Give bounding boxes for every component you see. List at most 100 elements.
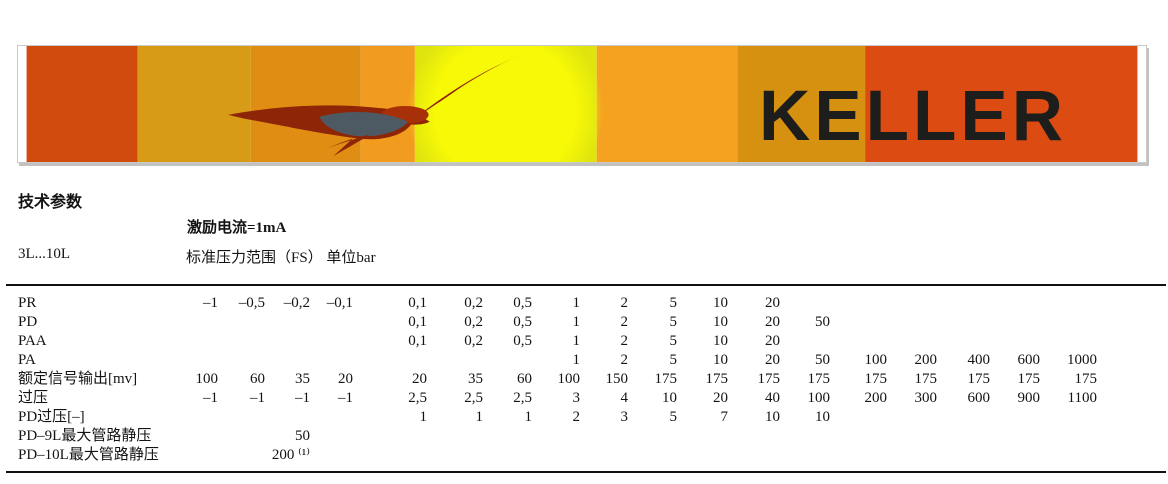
table-cell: 900 [1017,390,1041,406]
model-range-label: 3L...10L [18,246,71,262]
table-cell [836,294,893,313]
table-cell: 35 [468,371,483,387]
section-title: 技术参数 [18,194,83,211]
table-cell: 4 [620,390,629,406]
table-cell [943,294,996,313]
table-cell [224,408,271,427]
table-cell: 2 [620,352,629,368]
table-cell [634,446,683,465]
table-cell [683,427,734,446]
table-cell: 50 [815,352,830,368]
table-cell: –1 [203,295,218,311]
table-cell [1046,313,1103,332]
row-label: PD过压[–] [18,409,85,425]
table-row: 额定信号输出[mv] 100 60 35 20 20 35 60 100 150 175 175 175… [18,370,1103,389]
table-cell [190,313,224,332]
table-cell: 0,1 [408,295,427,311]
banner-band [250,46,361,162]
table-cell [996,332,1046,351]
table-cell [224,351,271,370]
table-cell: –1 [295,390,310,406]
table-cell [893,294,943,313]
table-cell: 400 [967,352,991,368]
table-row: PAA 0,1 0,2 0,5 1 2 5 10 20 [18,332,1103,351]
table-cell: 10 [713,333,728,349]
table-cell: 2 [620,333,629,349]
table-row: PD过压[–] 1 1 1 2 3 5 7 10 10 [18,408,1103,427]
table-cell [538,427,586,446]
table-cell [836,332,893,351]
table-cell: 20 [765,352,780,368]
table-cell: 3 [572,390,581,406]
table-cell [943,313,996,332]
table-cell: 10 [713,352,728,368]
table-cell: 2 [620,314,629,330]
table-cell [433,351,489,370]
row-label: PR [18,295,37,311]
spec-table: PR –1 –0,5 –0,2 –0,1 0,1 0,2 0,5 1 2 5 10 20 PD 0,1 0,2… [18,294,1103,465]
table-cell: 100 [807,390,831,406]
table-cell: 175 [807,371,831,387]
table-cell: 0,5 [513,333,532,349]
table-cell: 20 [765,333,780,349]
table-cell [734,446,786,465]
sunrise-artwork [26,46,1138,162]
row-label: PD [18,314,38,330]
table-cell: 60 [517,371,532,387]
table-cell [316,351,359,370]
table-row: PD–10L最大管路静压 200 ⁽¹⁾ [18,446,1103,465]
sun-icon [407,46,604,162]
row-label: PD–9L最大管路静压 [18,428,152,444]
table-cell: 600 [967,390,991,406]
table-cell [190,446,224,465]
table-cell: 1100 [1067,390,1097,406]
table-cell: 175 [914,371,938,387]
table-cell [683,446,734,465]
table-cell [996,313,1046,332]
table-cell: 35 [295,371,310,387]
table-row: PR –1 –0,5 –0,2 –0,1 0,1 0,2 0,5 1 2 5 10 20 [18,294,1103,313]
table-cell: 175 [654,371,678,387]
table-cell [836,408,893,427]
table-cell: 0,2 [464,314,483,330]
table-cell [893,332,943,351]
table-cell [433,427,489,446]
table-cell [996,408,1046,427]
row-label: PD–10L最大管路静压 [18,447,159,463]
table-cell [836,427,893,446]
table-cell [271,332,316,351]
table-cell [224,332,271,351]
table-row: PD 0,1 0,2 0,5 1 2 5 10 20 50 [18,313,1103,332]
table-cell: 1 [572,333,581,349]
table-cell: 175 [864,371,888,387]
table-cell [893,446,943,465]
table-cell [359,351,433,370]
table-cell [271,313,316,332]
table-cell: 600 [1017,352,1041,368]
table-cell: 1 [572,352,581,368]
table-cell: 150 [605,371,629,387]
table-cell [224,427,271,446]
table-cell [433,446,489,465]
row-label: 过压 [18,390,49,406]
table-cell [996,294,1046,313]
table-cell [538,446,586,465]
banner-band [26,46,138,162]
table-cell: 10 [815,409,830,425]
table-cell: 0,1 [408,333,427,349]
row-label: 额定信号输出[mv] [18,371,138,387]
table-cell: 100 [557,371,581,387]
table-cell: 1000 [1067,352,1097,368]
table-cell: 50 [815,314,830,330]
table-cell [359,427,433,446]
spec-table-section: PR –1 –0,5 –0,2 –0,1 0,1 0,2 0,5 1 2 5 10 20 PD 0,1 0,2… [6,284,1166,473]
table-row: PA 1 2 5 10 20 50 100 200 400 600 1000 [18,351,1103,370]
table-cell [634,427,683,446]
table-cell [996,446,1046,465]
table-cell [586,446,634,465]
table-cell: 10 [713,314,728,330]
bird-icon [228,53,524,157]
table-cell: 2,5 [513,390,532,406]
table-cell: 5 [669,409,678,425]
